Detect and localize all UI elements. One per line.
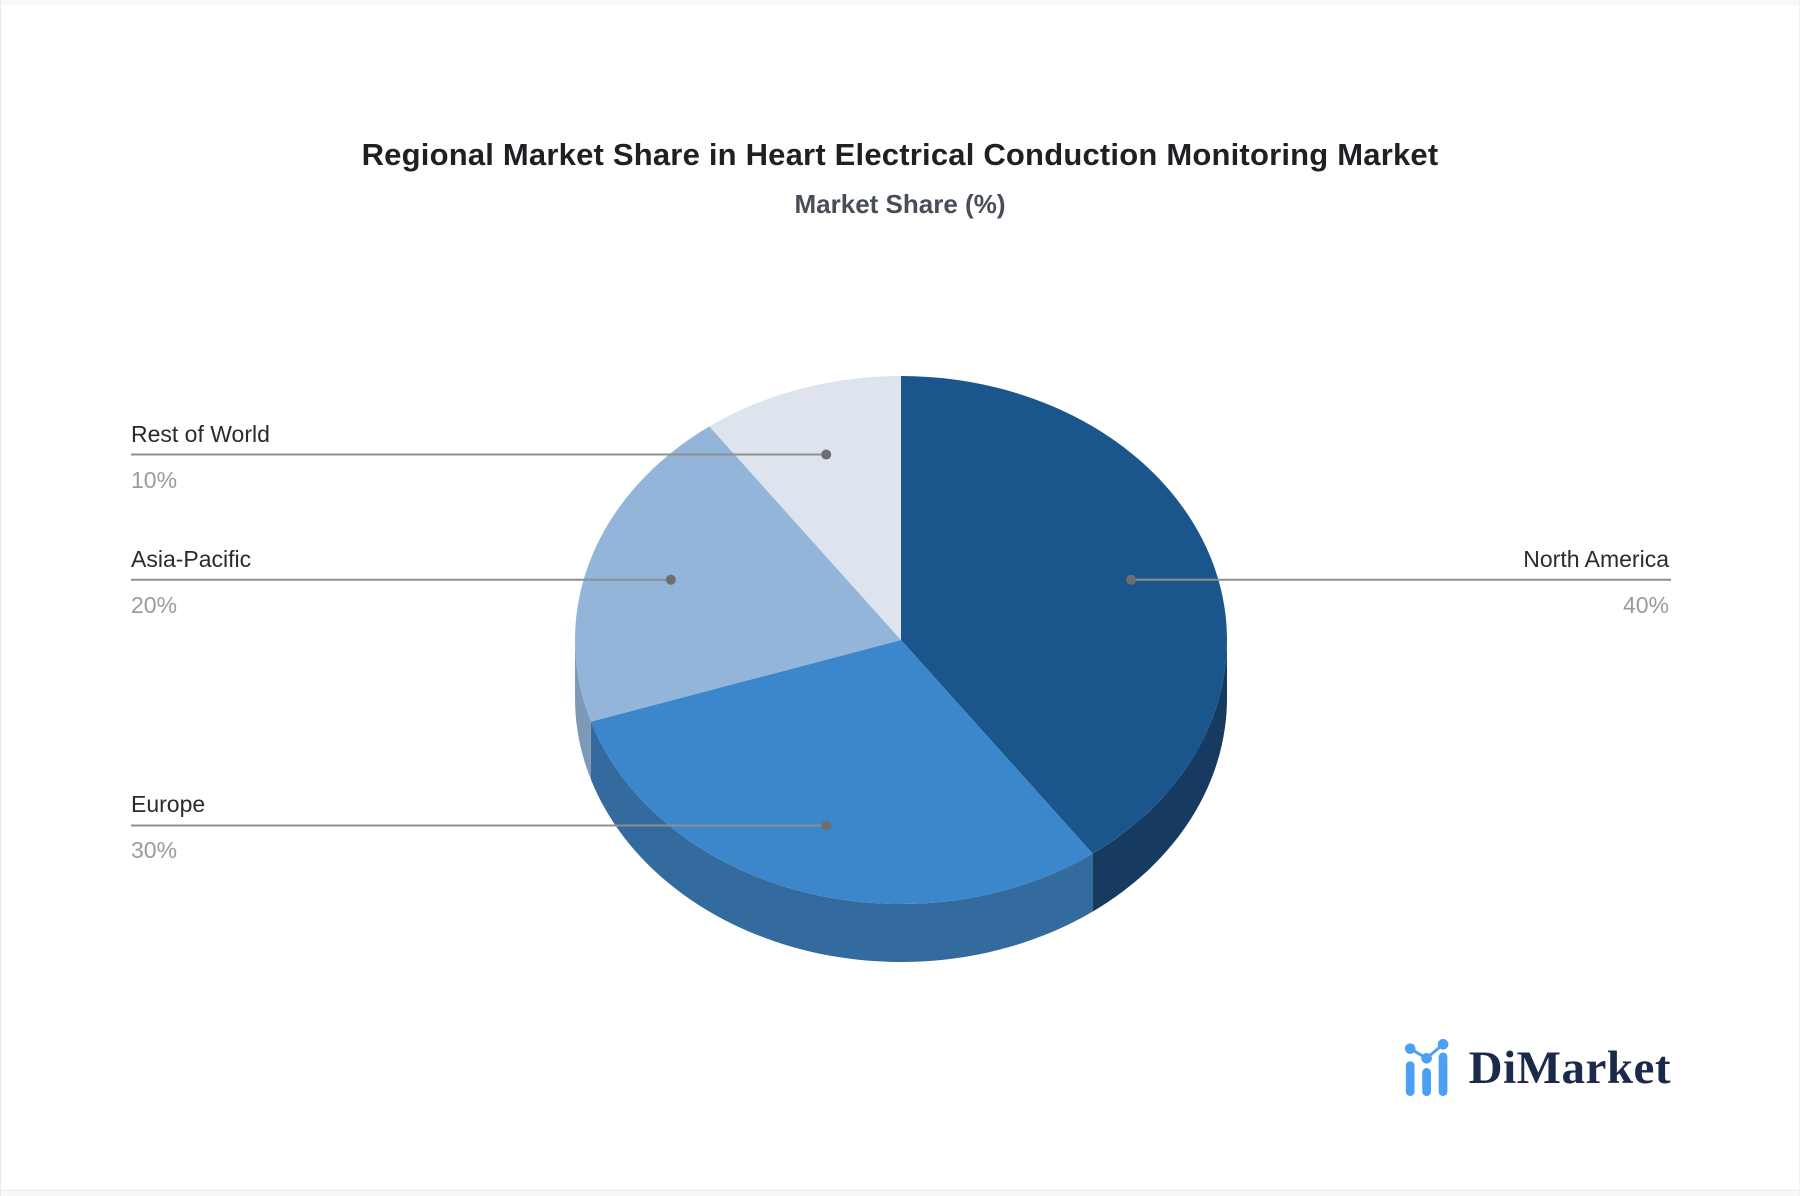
leader-dot-asia-pacific [665,574,676,585]
slice-label: North America [1523,545,1669,572]
slice-label-block-europe: Europe 30% [131,791,205,863]
pie-slice-side-asia-pacific [575,640,591,780]
slice-label-block-north-america: North America 40% [1523,546,1669,618]
slice-label-block-asia-pacific: Asia-Pacific 20% [131,546,251,618]
pie-slice-europe [590,640,1093,905]
brand-logo: DiMarket [1404,1038,1671,1096]
pie-slice-side-north-america [1092,640,1227,912]
pie-slice-north-america [901,376,1228,854]
slice-label: Asia-Pacific [131,545,252,572]
leader-dot-north-america [1126,574,1137,585]
bar-chart-trend-icon [1404,1038,1448,1096]
slice-value: 30% [131,837,178,864]
leader-dot-rest-of-world [821,449,832,460]
chart-subtitle: Market Share (%) [794,189,1006,219]
pie-slice-side-europe [590,721,1093,963]
pie-slice-rest-of-world [709,376,901,640]
slice-value: 10% [131,466,178,493]
slice-value: 40% [1622,591,1669,618]
slice-value: 20% [131,591,178,618]
leader-dot-europe [821,820,832,831]
top-edge-strip [1,0,1799,5]
brand-name: DiMarket [1468,1042,1671,1094]
slice-label: Rest of World [131,420,270,447]
bottom-edge-strip [1,1190,1799,1196]
pie-slice-asia-pacific [575,426,901,722]
slice-label-block-rest-of-world: Rest of World 10% [131,421,270,493]
chart-title: Regional Market Share in Heart Electrica… [361,137,1439,172]
slice-label: Europe [131,791,206,818]
